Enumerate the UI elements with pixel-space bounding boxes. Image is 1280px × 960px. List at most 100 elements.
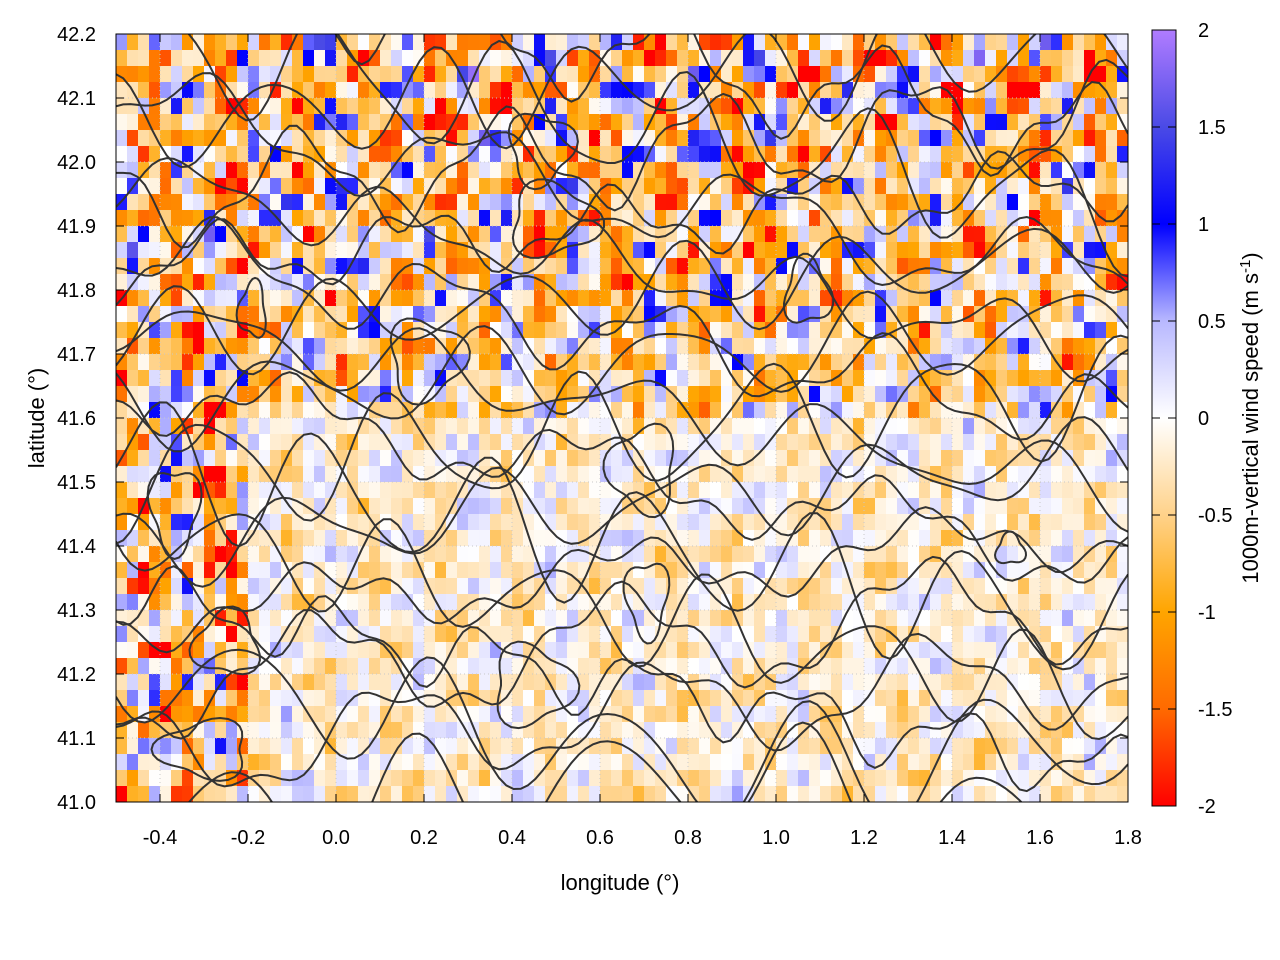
heatmap-cell: [985, 258, 997, 275]
heatmap-cell: [281, 194, 293, 211]
heatmap-cell: [1095, 242, 1107, 259]
heatmap-cell: [721, 498, 733, 515]
heatmap-cell: [864, 674, 876, 691]
heatmap-cell: [391, 82, 403, 99]
heatmap-cell: [292, 258, 304, 275]
heatmap-cell: [1018, 50, 1030, 67]
heatmap-cell: [435, 498, 447, 515]
heatmap-cell: [138, 50, 150, 67]
heatmap-cell: [622, 482, 634, 499]
heatmap-cell: [270, 450, 282, 467]
heatmap-cell: [457, 562, 469, 579]
heatmap-cell: [688, 530, 700, 547]
heatmap-cell: [633, 130, 645, 147]
heatmap-cell: [1106, 178, 1118, 195]
heatmap-cell: [842, 370, 854, 387]
heatmap-cell: [248, 402, 260, 419]
heatmap-cell: [754, 98, 766, 115]
heatmap-cell: [688, 498, 700, 515]
heatmap-cell: [1029, 210, 1041, 227]
heatmap-cell: [567, 98, 579, 115]
heatmap-cell: [996, 210, 1008, 227]
heatmap-cell: [380, 306, 392, 323]
heatmap-cell: [1073, 210, 1085, 227]
heatmap-cell: [512, 258, 524, 275]
heatmap-cell: [1095, 530, 1107, 547]
heatmap-cell: [1062, 642, 1074, 659]
heatmap-cell: [182, 210, 194, 227]
heatmap-cell: [963, 290, 975, 307]
heatmap-cell: [435, 786, 447, 802]
heatmap-cell: [897, 482, 909, 499]
heatmap-cell: [754, 66, 766, 83]
heatmap-cell: [1062, 770, 1074, 787]
heatmap-cell: [710, 786, 722, 802]
heatmap-cell: [897, 754, 909, 771]
heatmap-cell: [501, 738, 513, 755]
heatmap-cell: [699, 130, 711, 147]
heatmap-cell: [1106, 82, 1118, 99]
heatmap-cell: [721, 274, 733, 291]
heatmap-cell: [1117, 514, 1128, 531]
heatmap-cell: [677, 50, 689, 67]
heatmap-cell: [908, 722, 920, 739]
heatmap-cell: [776, 226, 788, 243]
heatmap-cell: [358, 466, 370, 483]
heatmap-cell: [1073, 194, 1085, 211]
contour-loop: [507, 112, 579, 191]
heatmap-cell: [864, 210, 876, 227]
heatmap-cell: [490, 450, 502, 467]
heatmap-cell: [589, 290, 601, 307]
heatmap-cell: [391, 114, 403, 131]
heatmap-cell: [292, 786, 304, 802]
heatmap-cell: [655, 578, 667, 595]
heatmap-cell: [413, 98, 425, 115]
heatmap-cell: [666, 226, 678, 243]
heatmap-cell: [193, 50, 205, 67]
heatmap-cell: [886, 290, 898, 307]
heatmap-cell: [1040, 690, 1052, 707]
heatmap-cell: [303, 530, 315, 547]
contour-loop: [389, 317, 471, 406]
heatmap-cell: [127, 418, 139, 435]
heatmap-cell: [369, 82, 381, 99]
heatmap-cell: [149, 706, 161, 723]
heatmap-cell: [688, 690, 700, 707]
heatmap-cell: [589, 226, 601, 243]
heatmap-cell: [1018, 146, 1030, 163]
heatmap-cell: [842, 754, 854, 771]
heatmap-cell: [336, 530, 348, 547]
heatmap-cell: [534, 274, 546, 291]
heatmap-cell: [699, 530, 711, 547]
heatmap-cell: [787, 562, 799, 579]
heatmap-cell: [699, 34, 711, 51]
heatmap-cell: [754, 594, 766, 611]
heatmap-cell: [1117, 386, 1128, 403]
heatmap-cell: [182, 578, 194, 595]
heatmap-cell: [875, 690, 887, 707]
heatmap-cell: [666, 642, 678, 659]
heatmap-cell: [237, 274, 249, 291]
heatmap-cell: [413, 530, 425, 547]
heatmap-cell: [347, 130, 359, 147]
heatmap-cell: [754, 482, 766, 499]
heatmap-cell: [127, 466, 139, 483]
heatmap-cell: [259, 530, 271, 547]
heatmap-cell: [1018, 82, 1030, 99]
y-axis: 41.041.141.241.341.441.541.641.741.841.9…: [57, 24, 1128, 814]
heatmap-cell: [391, 738, 403, 755]
heatmap-cell: [732, 562, 744, 579]
heatmap-cell: [424, 306, 436, 323]
heatmap-cell: [138, 434, 150, 451]
heatmap-cell: [897, 594, 909, 611]
heatmap-cell: [1106, 322, 1118, 339]
heatmap-cell: [611, 658, 623, 675]
heatmap-cell: [941, 770, 953, 787]
heatmap-cell: [369, 210, 381, 227]
heatmap-cell: [776, 194, 788, 211]
heatmap-cell: [193, 514, 205, 531]
heatmap-cell: [1073, 690, 1085, 707]
heatmap-cell: [149, 274, 161, 291]
heatmap-cell: [116, 114, 128, 131]
heatmap-cell: [303, 50, 315, 67]
